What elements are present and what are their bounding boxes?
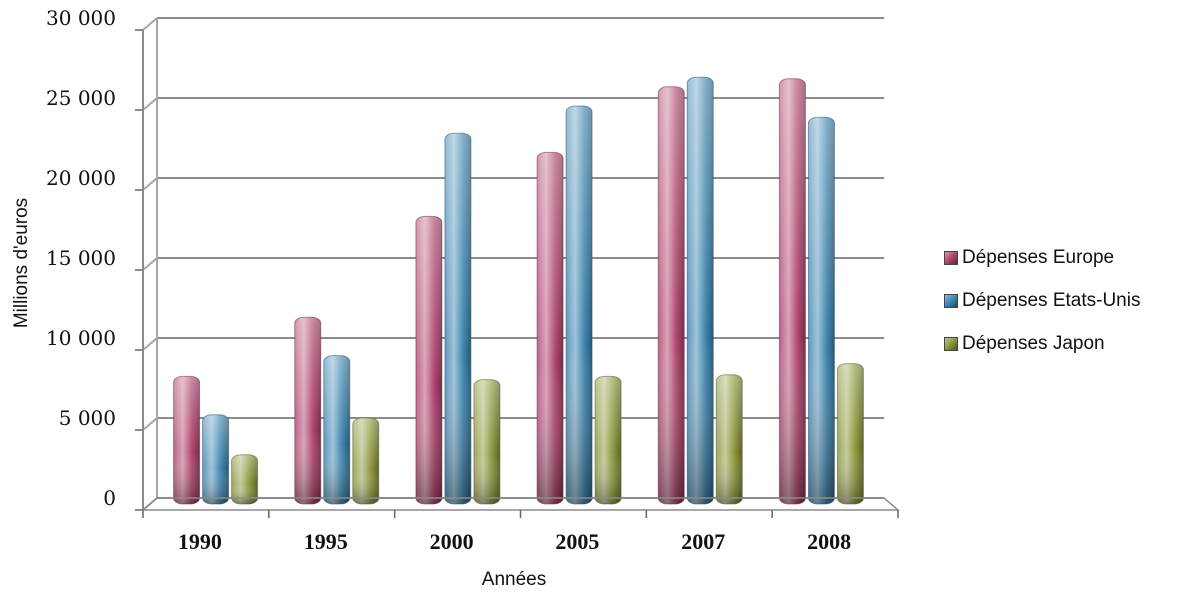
bar-2005-1	[565, 105, 593, 505]
bar-1990-1	[202, 414, 230, 505]
x-tick-label-1990: 1990	[178, 529, 222, 554]
y-tick-label: 0	[103, 486, 116, 510]
y-tick-label: 25 000	[46, 86, 116, 110]
bar-2007-2	[715, 374, 743, 505]
x-tick-label-2000: 2000	[430, 529, 474, 554]
bar-2000-1	[444, 132, 472, 505]
y-axis-title: Millions d'euros	[11, 198, 32, 328]
gridline-left-6	[142, 17, 158, 31]
bar-2000-0	[415, 215, 443, 505]
legend-swatch-europe	[944, 251, 958, 265]
gridline-left-2	[142, 337, 158, 351]
bar-2008-2	[836, 363, 864, 505]
bar-2008-0	[778, 78, 806, 505]
bar-2005-0	[536, 151, 564, 505]
x-tick-label-2005: 2005	[555, 529, 599, 554]
y-tick-label: 5 000	[59, 406, 116, 430]
gridline-left-5	[142, 97, 158, 111]
bar-2008-1	[807, 116, 835, 505]
bar-1990-0	[173, 375, 201, 505]
legend-label-etats-unis: Dépenses Etats-Unis	[962, 290, 1141, 311]
gridline-left-4	[142, 177, 158, 191]
bar-1995-0	[294, 316, 322, 505]
bar-1995-2	[352, 417, 380, 505]
gridlines	[142, 17, 884, 511]
y-tick-label: 20 000	[46, 166, 116, 190]
x-axis-title: Années	[482, 569, 546, 590]
axes: 0 5 000 10 000 15 000 20 000 25 000 30 000 1990…	[46, 6, 901, 554]
bars	[173, 76, 864, 505]
gridline-left-3	[142, 257, 158, 271]
x-tick-label-2007: 2007	[681, 529, 725, 554]
y-tick-label: 15 000	[46, 246, 116, 270]
legend-item-europe: Dépenses Europe	[944, 245, 1204, 271]
legend: Dépenses Europe Dépenses Etats-Unis Dépe…	[944, 245, 1204, 374]
gridline-left-1	[142, 417, 158, 431]
bar-2007-1	[686, 76, 714, 505]
legend-item-japon: Dépenses Japon	[944, 331, 1204, 357]
y-tick-label: 30 000	[46, 6, 116, 30]
bar-1995-1	[323, 355, 351, 505]
legend-label-japon: Dépenses Japon	[962, 333, 1105, 354]
bar-2005-2	[594, 375, 622, 505]
bar-2007-0	[657, 86, 685, 505]
legend-swatch-etats-unis	[944, 294, 958, 308]
y-tick-label: 10 000	[46, 326, 116, 350]
legend-label-europe: Dépenses Europe	[962, 247, 1115, 268]
legend-item-etats-unis: Dépenses Etats-Unis	[944, 288, 1204, 314]
bar-2000-2	[473, 379, 501, 505]
x-tick-label-1995: 1995	[304, 529, 348, 554]
legend-swatch-japon	[944, 337, 958, 351]
x-tick-label-2008: 2008	[807, 529, 851, 554]
bar-1990-2	[231, 454, 259, 505]
